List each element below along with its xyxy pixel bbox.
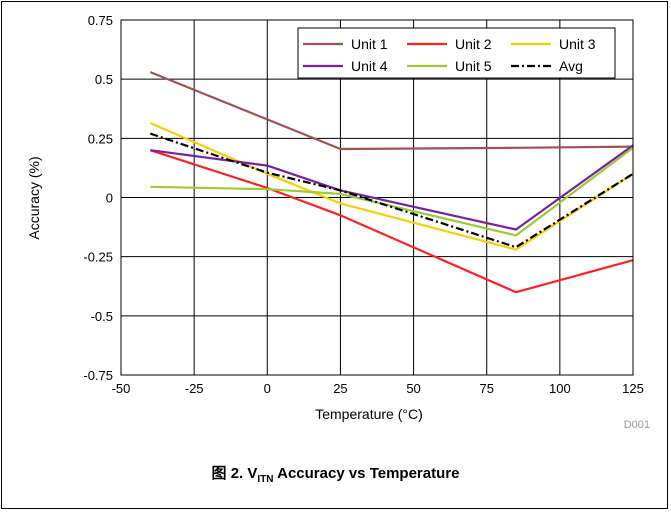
legend-label: Unit 3	[559, 36, 596, 52]
y-axis-label: Accuracy (%)	[26, 156, 42, 239]
legend-label: Avg	[559, 58, 583, 74]
legend-label: Unit 5	[455, 58, 492, 74]
x-tick-label: 125	[622, 381, 644, 396]
series-line-unit-2	[149, 149, 634, 294]
plot-area-border	[120, 19, 634, 376]
y-tick-label: 0.5	[95, 72, 113, 87]
y-tick-label: -0.25	[83, 250, 113, 265]
caption-prefix: 图 2. V	[211, 465, 258, 482]
series-line-avg	[149, 132, 634, 249]
x-tick-label: 100	[549, 381, 571, 396]
y-tick-label: 0.75	[88, 13, 113, 28]
legend-label: Unit 4	[351, 58, 388, 74]
x-tick-label: 75	[479, 381, 493, 396]
series-line-unit-1	[149, 71, 634, 151]
y-tick-label: 0	[106, 191, 113, 206]
x-tick-label: 50	[406, 381, 420, 396]
y-tick-label: 0.25	[88, 131, 113, 146]
legend: Unit 1 Unit 2 Unit 3 Unit 4 Unit 5 Avg	[297, 27, 616, 79]
y-tick-label: -0.5	[91, 309, 113, 324]
series-lines	[149, 71, 634, 294]
figure-caption: 图 2. VITN Accuracy vs Temperature	[0, 462, 671, 485]
x-tick-label: -25	[185, 381, 204, 396]
legend-label: Unit 2	[455, 36, 492, 52]
x-tick-label: 25	[333, 381, 347, 396]
x-tick-label: 0	[264, 381, 271, 396]
caption-subscript: ITN	[257, 474, 274, 485]
y-tick-labels: 0.75 0.5 0.25 0 -0.25 -0.5 -0.75	[83, 13, 113, 383]
legend-label: Unit 1	[351, 36, 388, 52]
series-line-unit-5	[150, 146, 634, 237]
caption-suffix: Accuracy vs Temperature	[273, 465, 460, 482]
y-tick-label: -0.75	[83, 368, 113, 383]
x-axis-label: Temperature (°C)	[315, 406, 423, 422]
chart-code-label: D001	[624, 419, 650, 431]
x-tick-label: -50	[112, 381, 131, 396]
legend-box	[297, 27, 616, 79]
x-tick-labels: -50 -25 0 25 50 75 100 125	[112, 381, 644, 396]
series-line-unit-3	[149, 121, 634, 251]
